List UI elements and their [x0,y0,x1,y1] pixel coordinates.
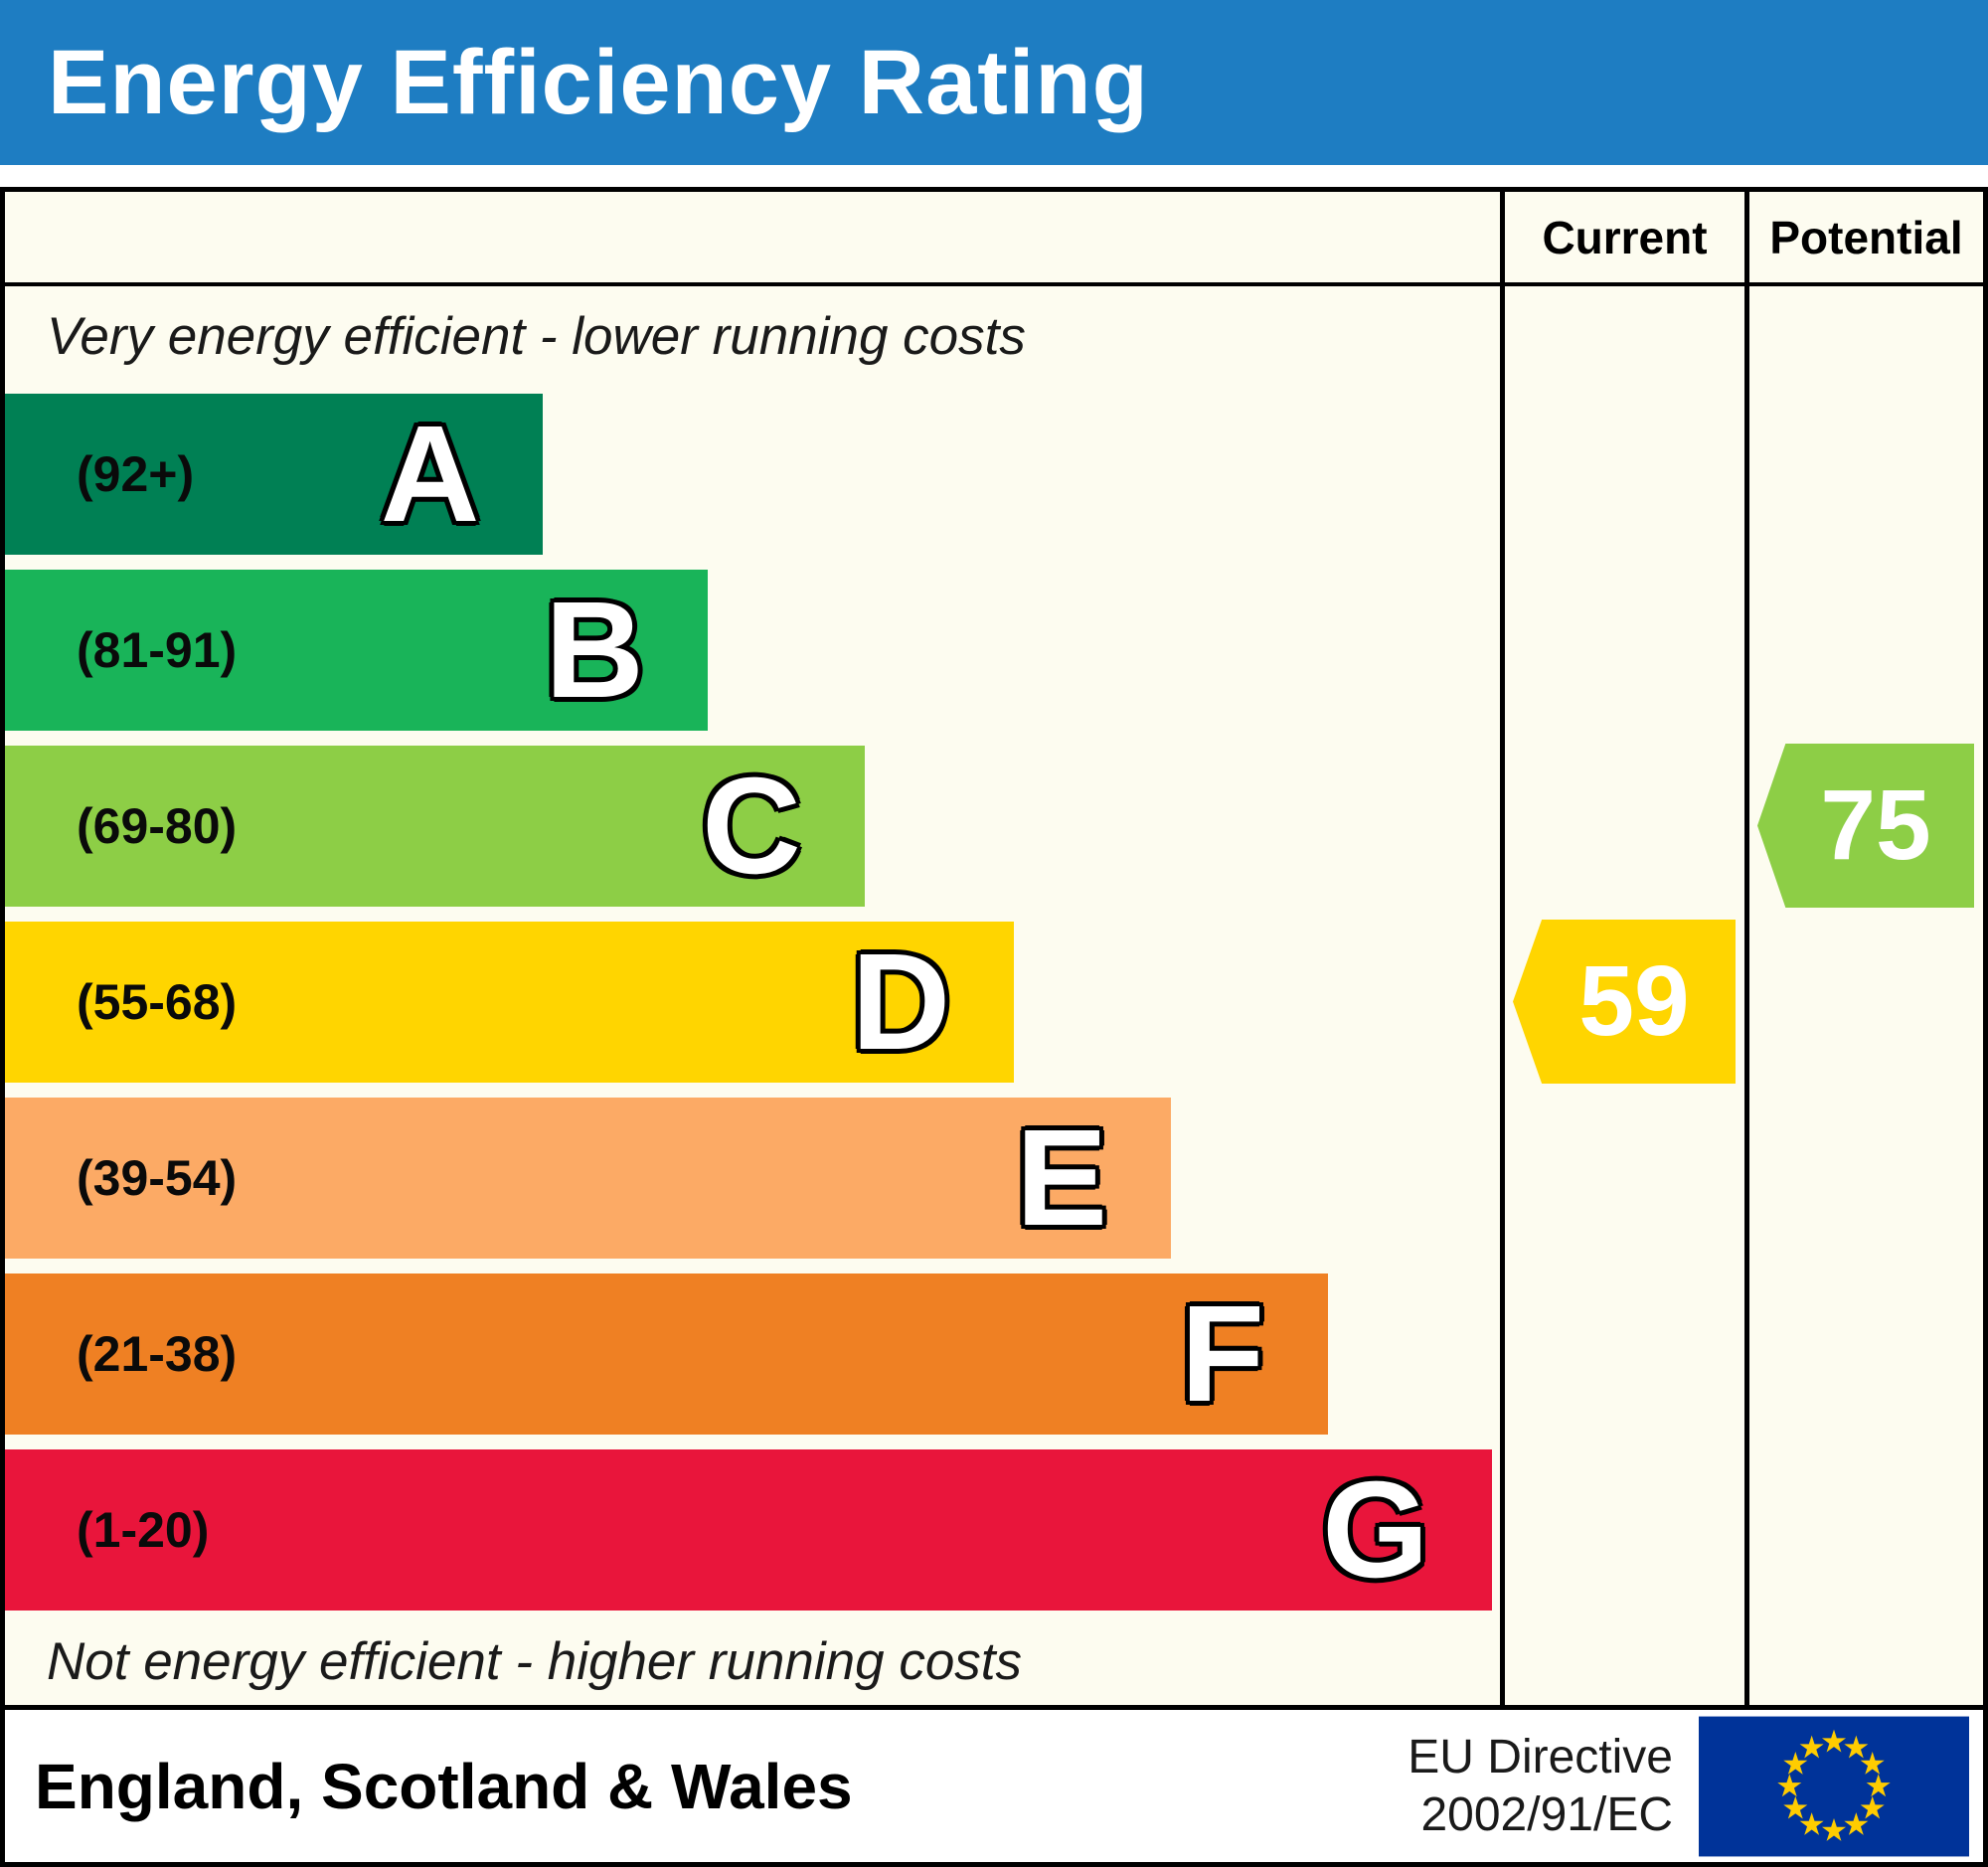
band-row-d: (55-68) D [5,914,1500,1090]
eu-flag-star [1860,1795,1885,1819]
band-letter: G [1322,1452,1429,1607]
current-arrow: 59 [1513,920,1736,1084]
band-range-label: (1-20) [77,1501,210,1558]
eu-directive-line1: EU Directive [1408,1730,1673,1783]
eu-flag-star [1783,1751,1808,1775]
band-letter: E [1016,1101,1108,1255]
column-header-potential: Potential [1744,192,1983,286]
footer: England, Scotland & Wales EU Directive 2… [5,1705,1983,1862]
band-row-f: (21-38) F [5,1266,1500,1442]
band-range-label: (81-91) [77,621,238,678]
note-bottom: Not energy efficient - higher running co… [47,1631,1023,1691]
band-row-e: (39-54) E [5,1090,1500,1266]
band-letter: C [702,749,801,903]
eu-flag-star [1844,1811,1869,1835]
potential-value: 75 [1820,769,1931,881]
band-bar-g: (1-20) G [5,1448,1493,1611]
eu-flag-star [1799,1735,1824,1759]
band-range-label: (92+) [77,445,195,502]
band-letter: D [851,925,951,1079]
eu-flag-star [1799,1811,1824,1835]
band-bar-d: (55-68) D [5,921,1015,1083]
column-header-current: Current [1500,192,1744,286]
header-spacer [5,192,1500,286]
band-range-label: (55-68) [77,973,238,1030]
band-letter: B [545,573,644,727]
band-row-a: (92+) A [5,386,1500,562]
title-bar: Energy Efficiency Rating [0,0,1988,165]
region-label: England, Scotland & Wales [35,1750,853,1822]
eu-flag-star [1844,1735,1869,1759]
eu-flag-star [1866,1773,1891,1796]
eu-flag-icon [1699,1716,1969,1856]
current-column: 59 [1500,286,1744,1705]
band-letter: F [1180,1276,1265,1431]
eu-flag-star [1860,1751,1885,1775]
eu-flag-star [1821,1817,1847,1841]
eu-directive-line2: 2002/91/EC [1420,1787,1673,1841]
chart-frame: Current Potential Very energy efficient … [0,187,1988,1867]
chart-grid: Current Potential Very energy efficient … [5,192,1983,1705]
potential-arrow: 75 [1757,744,1974,908]
band-range-label: (39-54) [77,1149,238,1206]
band-bar-e: (39-54) E [5,1097,1172,1259]
band-bar-c: (69-80) C [5,745,865,907]
page-title: Energy Efficiency Rating [48,31,1149,133]
current-value: 59 [1578,945,1690,1057]
band-row-b: (81-91) B [5,562,1500,738]
note-top: Very energy efficient - lower running co… [47,306,1026,366]
band-row-c: (69-80) C [5,738,1500,914]
band-bar-a: (92+) A [5,393,544,555]
band-range-label: (21-38) [77,1325,238,1382]
band-bar-b: (81-91) B [5,569,708,731]
potential-column: 75 [1744,286,1983,1705]
eu-flag-star [1821,1729,1847,1753]
eu-flag-star [1777,1773,1802,1796]
band-range-label: (69-80) [77,797,238,854]
eu-flag-star [1783,1795,1808,1819]
bands-area: Very energy efficient - lower running co… [5,286,1500,1705]
band-letter: A [380,397,480,551]
band-row-g: (1-20) G [5,1442,1500,1617]
eu-directive-text: EU Directive 2002/91/EC [1408,1729,1673,1843]
band-bar-f: (21-38) F [5,1273,1329,1435]
